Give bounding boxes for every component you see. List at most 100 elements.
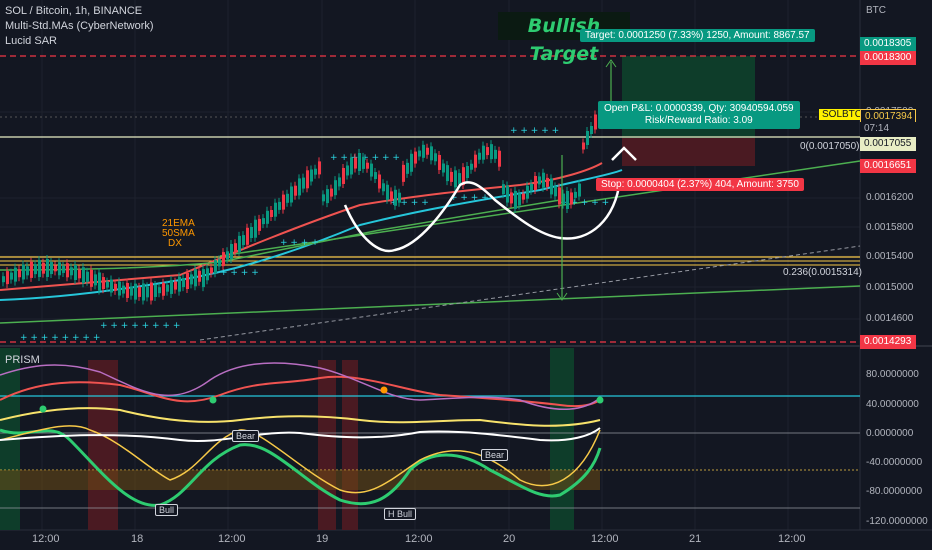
candle-body (354, 157, 357, 169)
prism-label[interactable]: PRISM (5, 354, 40, 366)
time-tick-2: 18 (131, 533, 144, 545)
candle-body (254, 219, 257, 238)
time-tick-6: 20 (503, 533, 516, 545)
svg-text:+ + + +: + + + + (220, 268, 259, 278)
candle-body (418, 150, 421, 157)
candle-body (118, 281, 121, 296)
time-tick-5: 12:00 (405, 533, 433, 545)
candle-body (286, 193, 289, 203)
legend-indicator-mas[interactable]: Multi-Std.MAs (CyberNetwork) (5, 20, 154, 32)
candle-body (466, 166, 469, 179)
prism-tag-h-bull: H Bull (384, 508, 417, 520)
legend-symbol[interactable]: SOL / Bitcoin, 1h, BINANCE (5, 5, 143, 17)
candle-body (34, 264, 37, 275)
pnl-box: Open P&L: 0.0000339, Qty: 30940594.059 R… (598, 101, 800, 129)
candle-body (370, 163, 373, 177)
candle-body (146, 286, 149, 298)
prism-tag-bull: Bull (155, 504, 179, 516)
price-tick-6: 0.0014600 (866, 313, 914, 324)
candle-body (190, 274, 193, 285)
candle-body (142, 283, 145, 301)
prism-tick-5: -80.0000000 (866, 486, 923, 497)
candle-body (162, 282, 165, 296)
candle-body (482, 145, 485, 160)
candle-body (478, 152, 481, 160)
candle-body (366, 162, 369, 169)
ema-label-dx: DX (168, 238, 182, 249)
candle-body (586, 131, 589, 145)
candle-body (566, 190, 569, 209)
currency-label: BTC (866, 5, 886, 16)
candle-body (430, 146, 433, 161)
candle-body (2, 276, 5, 283)
candle-body (154, 284, 157, 297)
candle-body (22, 264, 25, 280)
candle-body (342, 167, 345, 184)
candle-body (474, 154, 477, 168)
candle-body (522, 193, 525, 200)
candle-body (6, 271, 9, 285)
prism-tag-bear-2: Bear (481, 449, 509, 461)
candle-body (50, 262, 53, 275)
candle-body (446, 165, 449, 182)
candle-body (278, 201, 281, 210)
candle-body (458, 173, 461, 185)
candle-body (66, 263, 69, 278)
candle-body (470, 163, 473, 170)
candle-body (338, 177, 341, 187)
candle-body (170, 279, 173, 294)
candle-body (510, 192, 513, 204)
candle-body (294, 185, 297, 196)
candle-body (578, 183, 581, 197)
candle-body (570, 192, 573, 205)
candle-body (306, 170, 309, 189)
candle-body (502, 184, 505, 195)
candle-body (282, 194, 285, 210)
candle-body (38, 260, 41, 278)
candle-body (442, 163, 445, 173)
svg-text:+ + + + +: + + + + + (560, 198, 609, 208)
candle-body (178, 276, 181, 292)
symbol-tag: SOLBTC (819, 109, 866, 120)
time-tick-8: 21 (689, 533, 702, 545)
svg-text:+ + + +: + + + + (280, 238, 319, 248)
candle-body (562, 193, 565, 205)
candle-body (82, 267, 85, 284)
candle-body (46, 259, 49, 278)
candle-body (298, 178, 301, 196)
candle-body (270, 210, 273, 217)
candle-body (150, 282, 153, 301)
candle-body (290, 186, 293, 203)
candle-body (362, 156, 365, 169)
pnl-line-2: Risk/Reward Ratio: 3.09 (644, 115, 753, 126)
prism-tick-6: -120.0000000 (866, 516, 928, 527)
candle-body (494, 149, 497, 159)
candle-body (326, 189, 329, 204)
candle-body (594, 114, 597, 130)
candle-body (10, 272, 13, 280)
prism-tag-bear-1: Bear (232, 430, 260, 442)
entry-price-label: 0.0017055 (860, 137, 916, 151)
candle-body (382, 183, 385, 192)
legend-indicator-sar[interactable]: Lucid SAR (5, 35, 57, 47)
candle-body (414, 151, 417, 164)
time-tick-3: 12:00 (218, 533, 246, 545)
pnl-line-1: Open P&L: 0.0000339, Qty: 30940594.059 (604, 103, 794, 114)
svg-text:+ + + +: + + + + (390, 198, 429, 208)
time-tick-7: 12:00 (591, 533, 619, 545)
fib-0-label: 0(0.0017050) (800, 141, 860, 152)
candle-body (126, 282, 129, 298)
svg-text:+ + + + + + + +: + + + + + + + + (100, 321, 180, 331)
candle-body (214, 260, 217, 274)
candle-body (42, 262, 45, 274)
candle-body (322, 194, 325, 202)
candle-body (166, 284, 169, 292)
candle-body (454, 170, 457, 188)
candle-body (398, 192, 401, 203)
current-price-label: 0.0017394 (860, 109, 916, 123)
candle-body (498, 150, 501, 167)
candle-body (130, 286, 133, 296)
candle-body (406, 162, 409, 174)
prism-tick-3: 0.0000000 (866, 428, 914, 439)
